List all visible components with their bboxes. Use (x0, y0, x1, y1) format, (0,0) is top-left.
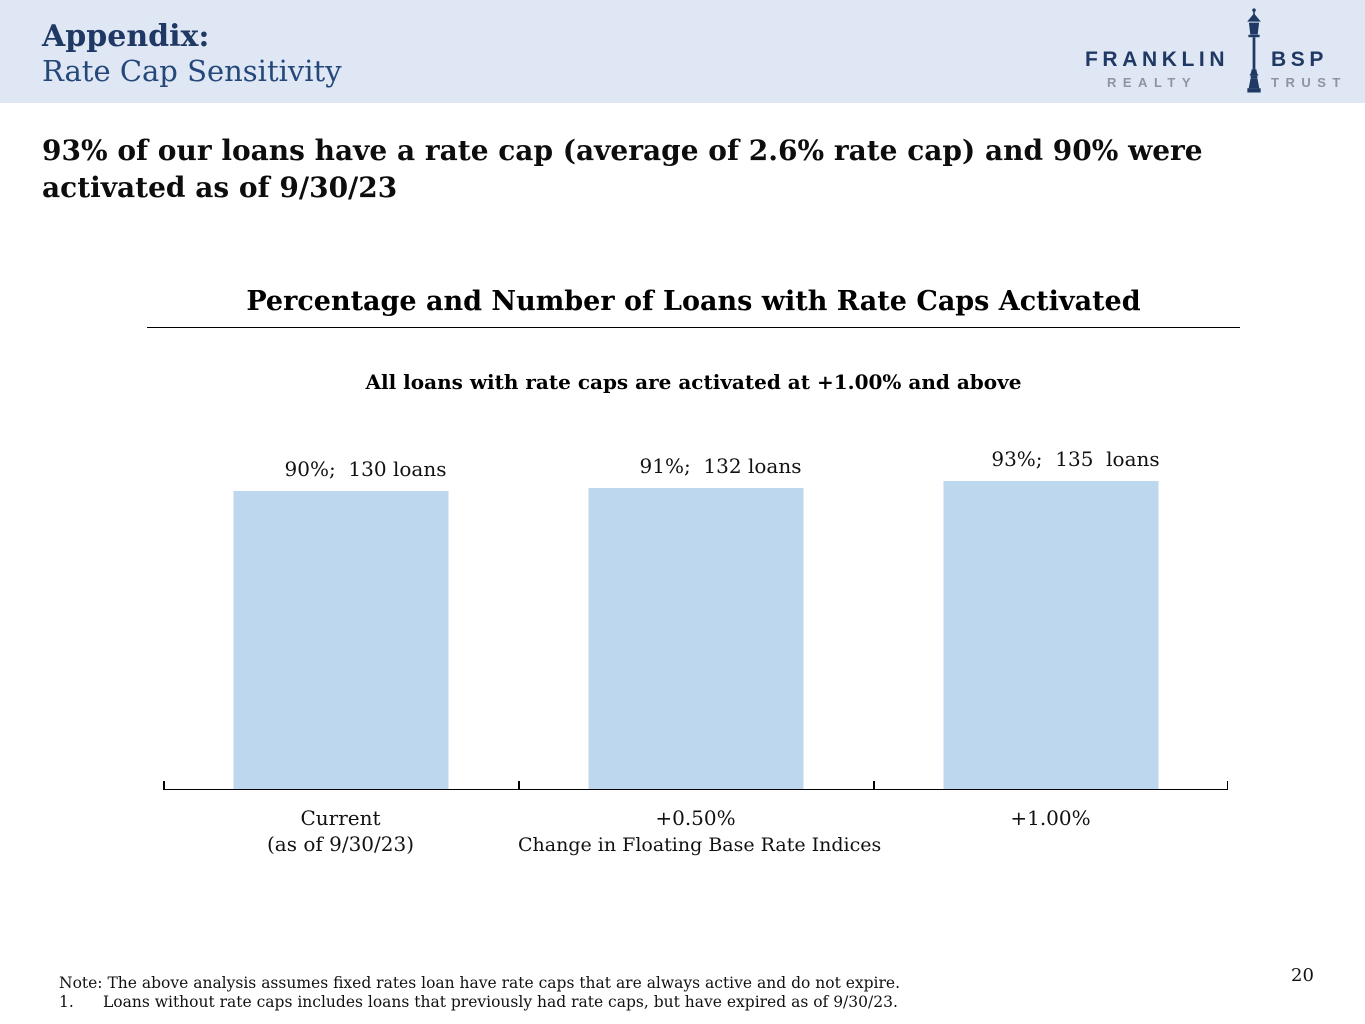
bar-current (233, 491, 448, 789)
category-slot-plus-100: 93%; 135 loans (873, 447, 1228, 789)
category-label-line: +1.00% (1010, 806, 1091, 830)
page-title: Appendix: Rate Cap Sensitivity (42, 20, 342, 88)
x-axis-title: Change in Floating Base Rate Indices (518, 834, 882, 856)
footnote-item-1: 1. Loans without rate caps includes loan… (59, 993, 900, 1012)
logo-text-bsp: BSP (1271, 48, 1328, 71)
category-label-plus-050: +0.50% Change in Floating Base Rate Indi… (518, 805, 882, 858)
category-label-current: Current (as of 9/30/23) (163, 805, 518, 857)
bar-plus-100 (943, 481, 1158, 789)
category-label-line: Current (300, 806, 381, 830)
category-label-line: (as of 9/30/23) (266, 832, 415, 856)
headline: 93% of our loans have a rate cap (averag… (42, 132, 1222, 206)
footnote-item-number: 1. (59, 992, 74, 1011)
x-axis-tick (873, 781, 875, 789)
bar-label-plus-050: 91%; 132 loans (639, 453, 802, 478)
category-slot-current: 90%; 130 loans (163, 450, 518, 789)
chart-title: Percentage and Number of Loans with Rate… (246, 286, 1141, 317)
page-title-subtitle: Rate Cap Sensitivity (42, 54, 342, 88)
x-axis-tick (163, 781, 165, 789)
chart-title-block: Percentage and Number of Loans with Rate… (147, 286, 1240, 328)
x-axis-tick (1226, 781, 1228, 789)
bar-chart-plot-area: 90%; 130 loans 91%; 132 loans 93%; 135 l… (163, 447, 1228, 790)
page-number: 20 (1291, 965, 1314, 986)
category-label-plus-100: +1.00% (873, 805, 1228, 831)
bar-label-current: 90%; 130 loans (284, 457, 447, 482)
footnote-item-text: Loans without rate caps includes loans t… (103, 992, 898, 1011)
logo-text-franklin: FRANKLIN (1085, 48, 1230, 71)
slide-header: Appendix: Rate Cap Sensitivity FRANKLIN … (0, 0, 1365, 103)
bar-plus-050 (588, 487, 803, 789)
category-label-line: +0.50% (655, 806, 736, 830)
x-axis-tick (518, 781, 520, 789)
footnote-note: Note: The above analysis assumes fixed r… (59, 974, 901, 992)
lamppost-icon (1242, 7, 1266, 101)
headline-line-2: activated as of 9/30/23 (42, 171, 398, 204)
logo-text-realty: REALTY (1107, 75, 1198, 90)
bar-label-plus-100: 93%; 135 loans (991, 447, 1160, 472)
page-title-bold: Appendix: (42, 19, 210, 54)
company-logo: FRANKLIN BSP REALTY TRUST (1085, 0, 1343, 103)
headline-line-1: 93% of our loans have a rate cap (averag… (42, 134, 1203, 167)
logo-text-trust: TRUST (1271, 75, 1347, 90)
chart-subtitle: All loans with rate caps are activated a… (365, 370, 1022, 394)
footnotes: Note: The above analysis assumes fixed r… (59, 974, 900, 1011)
category-slot-plus-050: 91%; 132 loans (518, 450, 873, 789)
